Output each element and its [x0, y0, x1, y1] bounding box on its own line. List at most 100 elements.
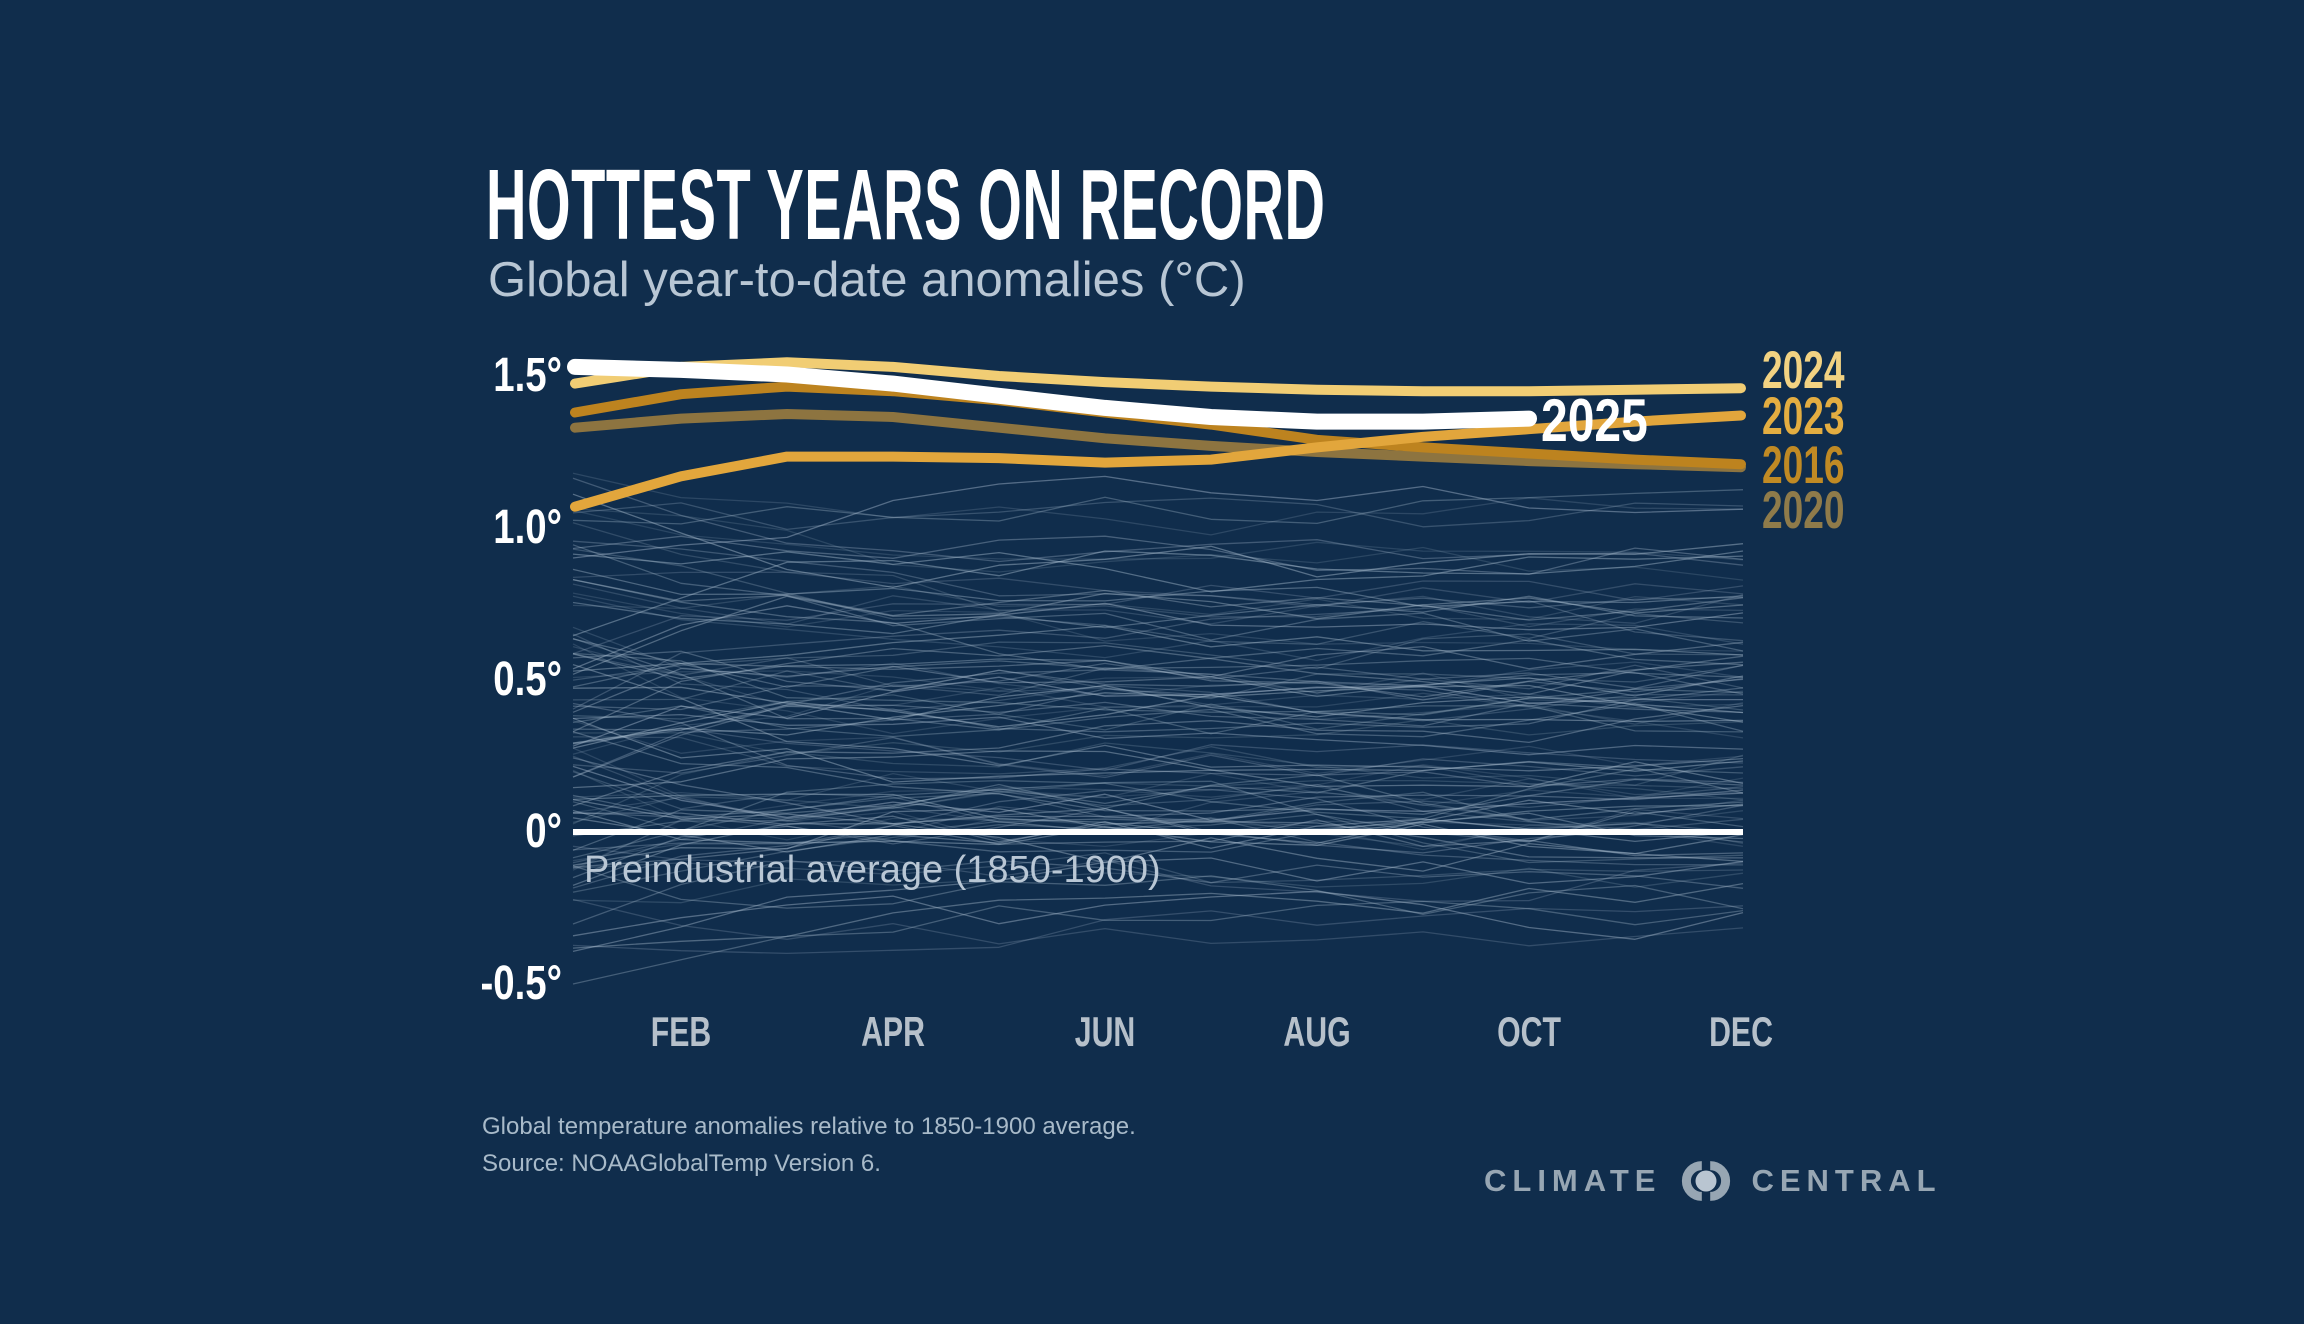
- background-year-line: [572, 535, 1744, 575]
- background-year-line: [572, 544, 1744, 652]
- y-tick-label: 0.5°: [493, 653, 562, 706]
- background-year-line: [572, 898, 1744, 947]
- interlocking-rings-icon: [1675, 1158, 1737, 1204]
- background-year-line: [572, 770, 1744, 823]
- background-year-line: [572, 890, 1744, 940]
- logo-word-central: CENTRAL: [1751, 1163, 1942, 1198]
- background-year-line: [572, 600, 1744, 710]
- background-year-line: [572, 522, 1744, 628]
- background-year-line: [572, 657, 1744, 688]
- background-year-line: [572, 757, 1744, 825]
- background-year-line: [572, 747, 1744, 848]
- background-year-line: [572, 845, 1744, 902]
- background-year-line: [572, 867, 1744, 904]
- background-year-line: [572, 633, 1744, 722]
- background-year-line: [572, 592, 1744, 675]
- background-year-line: [572, 783, 1744, 864]
- series-line-2023: [570, 410, 1746, 512]
- background-year-line: [572, 669, 1744, 745]
- background-year-line: [572, 717, 1744, 783]
- series-line-2025: [567, 358, 1537, 430]
- background-year-line: [572, 857, 1744, 953]
- current-year-line-label: 2025: [1541, 387, 1648, 454]
- background-year-line: [572, 819, 1744, 868]
- background-year-line: [572, 865, 1744, 916]
- background-year-line: [572, 736, 1744, 779]
- background-year-line: [572, 670, 1744, 704]
- footer-caption-line2: Source: NOAAGlobalTemp Version 6.: [482, 1150, 881, 1177]
- background-year-line: [572, 653, 1744, 698]
- background-year-line: [572, 808, 1744, 854]
- background-year-line: [572, 768, 1744, 859]
- background-year-line: [572, 769, 1744, 851]
- background-year-line: [572, 497, 1744, 531]
- background-year-line: [572, 685, 1744, 721]
- background-year-line: [572, 595, 1744, 635]
- background-year-line: [572, 694, 1744, 749]
- background-year-line: [572, 750, 1744, 789]
- x-tick-label: DEC: [1709, 1008, 1773, 1055]
- background-year-line: [572, 540, 1744, 609]
- background-year-line: [572, 813, 1744, 893]
- background-year-line: [572, 638, 1744, 698]
- background-year-line: [572, 701, 1744, 778]
- background-year-line: [572, 641, 1744, 713]
- background-year-line: [572, 798, 1744, 872]
- background-year-line: [572, 678, 1744, 778]
- background-year-line: [572, 477, 1744, 566]
- series-line-2020: [570, 409, 1746, 473]
- page-subtitle: Global year-to-date anomalies (°C): [488, 253, 1246, 307]
- background-year-line: [572, 817, 1744, 866]
- background-year-line: [572, 882, 1744, 949]
- background-year-line: [572, 493, 1744, 589]
- background-year-line: [572, 676, 1743, 747]
- page-title: HOTTEST YEARS ON RECORD: [486, 149, 1326, 261]
- background-year-line: [572, 736, 1744, 790]
- background-year-line: [572, 550, 1744, 637]
- background-year-line: [572, 472, 1744, 536]
- background-year-line: [572, 702, 1744, 788]
- background-year-line: [572, 779, 1744, 824]
- background-year-line: [572, 818, 1744, 879]
- background-year-line: [572, 687, 1744, 733]
- background-year-line: [572, 765, 1744, 821]
- background-year-line: [572, 653, 1744, 697]
- background-year-line: [572, 720, 1744, 777]
- background-year-line: [572, 664, 1744, 701]
- background-year-line: [572, 718, 1744, 756]
- background-year-line: [572, 727, 1744, 772]
- year-label-2024: 2024: [1762, 341, 1845, 400]
- background-year-line: [572, 760, 1744, 851]
- background-year-line: [572, 764, 1743, 869]
- year-label-2023: 2023: [1762, 387, 1845, 446]
- background-year-line: [572, 900, 1744, 985]
- y-tick-label: 0°: [525, 805, 562, 858]
- y-tick-label: 1.0°: [493, 501, 562, 554]
- y-tick-label: 1.5°: [493, 349, 562, 402]
- background-year-line: [572, 684, 1744, 744]
- background-year-line: [572, 548, 1744, 645]
- background-year-line: [572, 645, 1744, 725]
- background-year-line: [572, 475, 1744, 559]
- year-label-2016: 2016: [1762, 436, 1845, 495]
- background-year-line: [572, 662, 1744, 711]
- background-year-line: [572, 810, 1744, 862]
- background-year-line: [572, 705, 1744, 738]
- background-year-line: [572, 580, 1744, 655]
- background-year-line: [572, 788, 1744, 889]
- background-year-line: [572, 602, 1744, 670]
- background-year-line: [572, 652, 1744, 716]
- background-year-line: [572, 663, 1744, 772]
- year-label-2020: 2020: [1762, 481, 1845, 540]
- background-year-line: [572, 755, 1744, 843]
- background-year-line: [572, 859, 1744, 925]
- background-year-line: [572, 578, 1744, 671]
- background-year-line: [572, 571, 1744, 608]
- background-year-line: [572, 489, 1744, 525]
- preindustrial-average-label: Preindustrial average (1850-1900): [584, 849, 1161, 891]
- background-year-line: [572, 643, 1744, 739]
- background-year-line: [572, 777, 1744, 871]
- background-year-line: [572, 812, 1744, 859]
